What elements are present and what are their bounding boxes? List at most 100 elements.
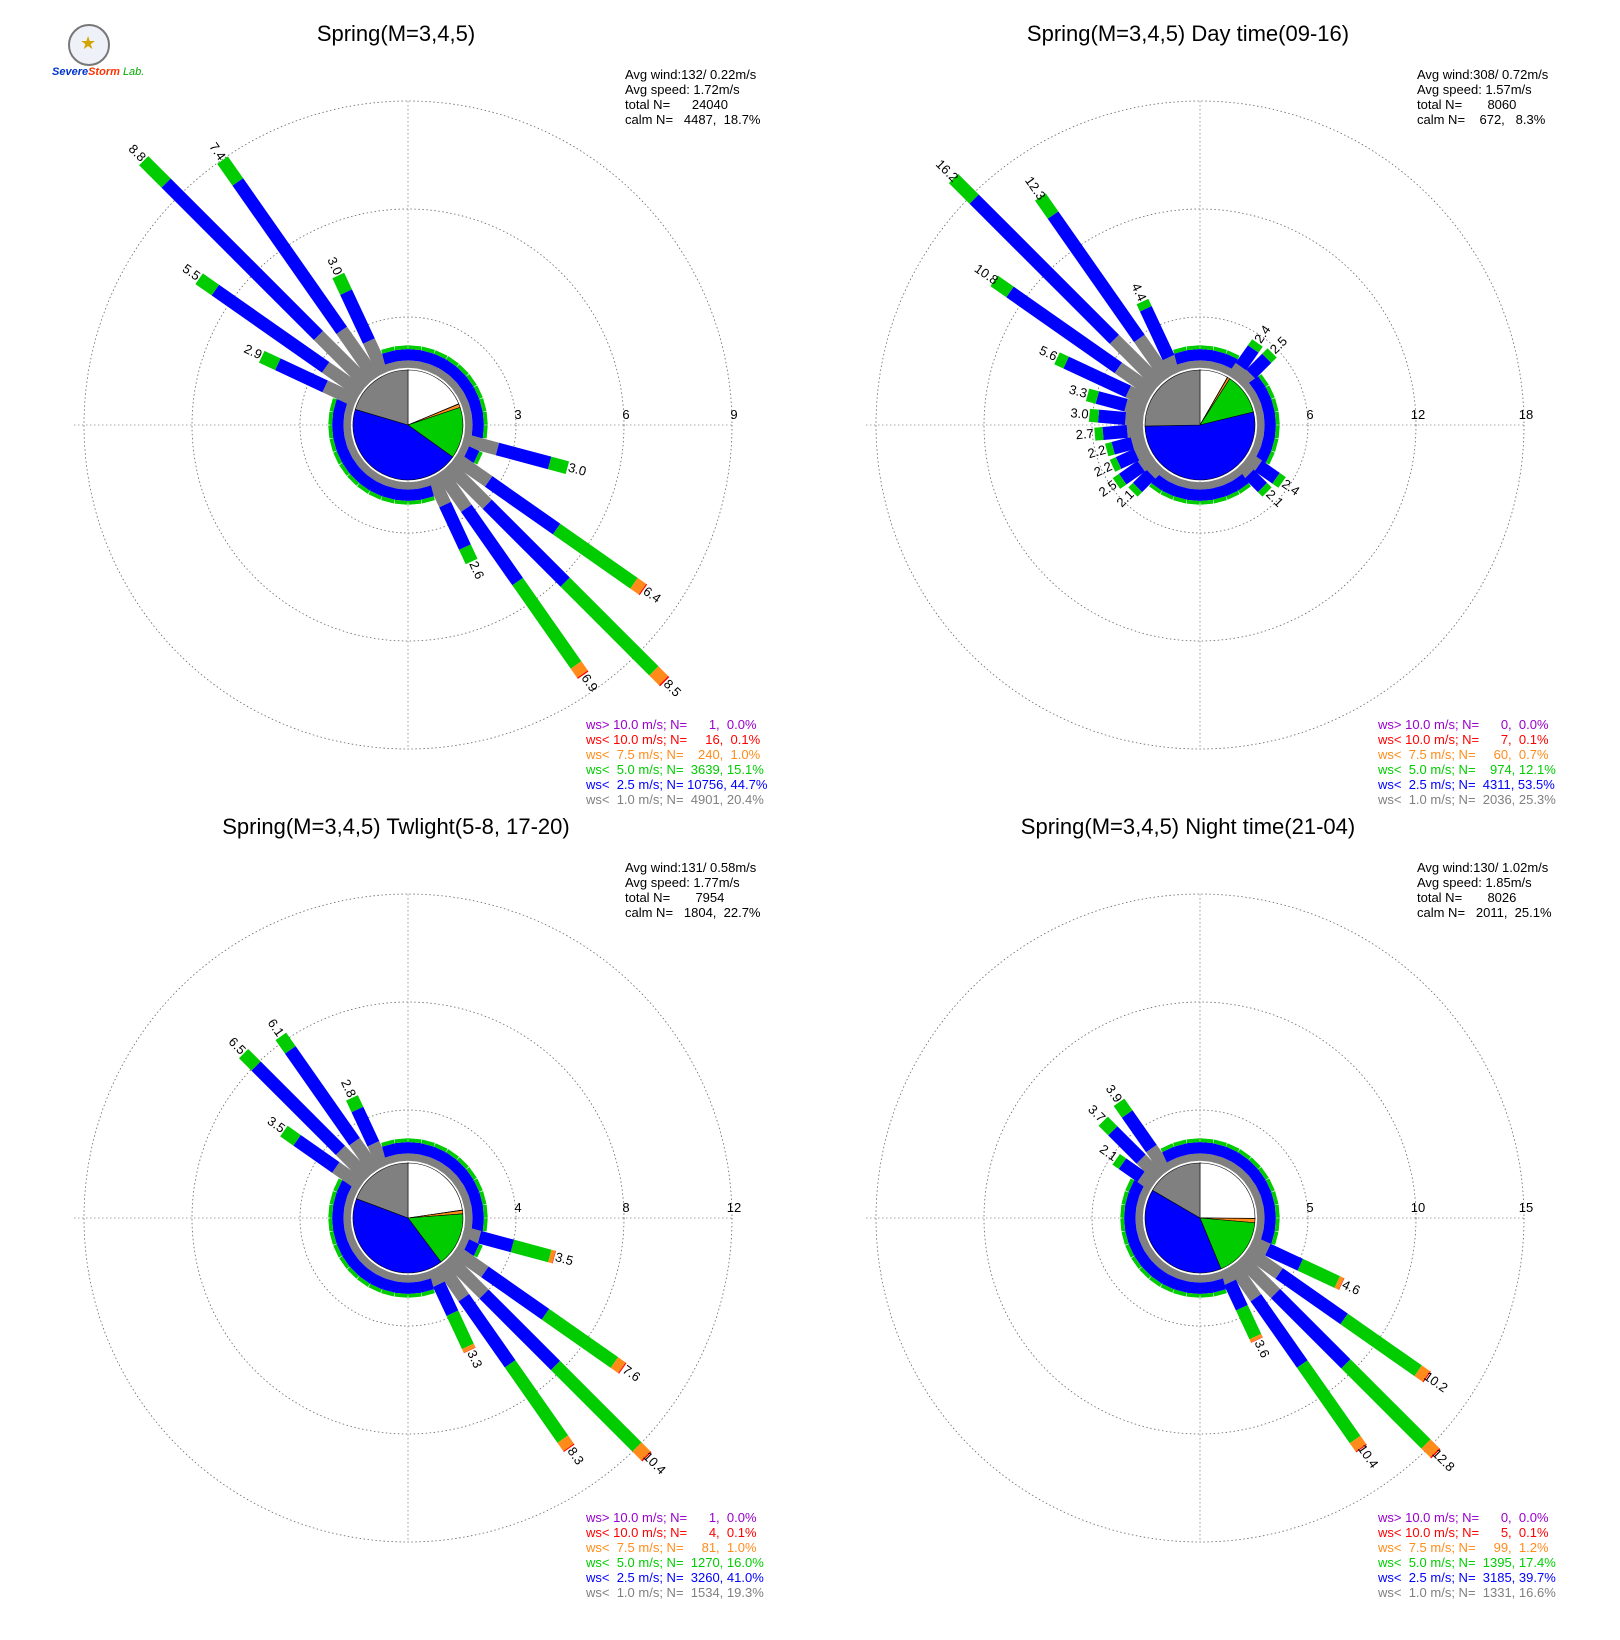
bar-285-lt5 <box>1085 388 1100 404</box>
bar-145-lt2_5 <box>461 504 523 586</box>
bar-255-lt2_5 <box>1125 1228 1140 1244</box>
chart-title: Spring(M=3,4,5) Twlight(5-8, 17-20) <box>222 814 569 839</box>
bar-205-lt5 <box>1160 490 1174 500</box>
bar-255-lt5 <box>1121 1231 1129 1245</box>
bar-85-lt2_5 <box>1263 411 1276 426</box>
bar-75-lt2_5 <box>1260 399 1275 415</box>
bar-value-label: 3.3 <box>1068 382 1089 401</box>
bar-125-lt2_5 <box>484 476 561 535</box>
stat-line: total N= 7954 <box>625 890 724 905</box>
bar-125-lt10 <box>618 1362 627 1374</box>
bar-205-lt2_5 <box>1162 1273 1179 1290</box>
bar-135-lt1 <box>1235 460 1254 479</box>
bar-185-lt2_5 <box>394 488 409 501</box>
bar-value-label: 4.4 <box>1129 281 1150 304</box>
bar-255-lt5 <box>329 438 337 452</box>
legend-entry: ws> 10.0 m/s; N= 0, 0.0% <box>1377 1510 1549 1525</box>
bar-345-lt1 <box>385 361 400 372</box>
bar-155-lt1 <box>426 473 452 508</box>
bar-value-label: 2.7 <box>1075 426 1094 443</box>
bar-255-lt1 <box>1130 433 1147 450</box>
bar-215-lt1 <box>1157 467 1173 482</box>
bar-25-lt1 <box>1218 1156 1234 1170</box>
legend: ws> 10.0 m/s; N= 1, 0.0%ws< 10.0 m/s; N=… <box>585 717 768 807</box>
bar-25-lt2_5 <box>429 1146 446 1163</box>
bar-35-lt2_5 <box>1235 345 1259 371</box>
bar-25-lt1 <box>426 363 442 377</box>
bar-85-lt1 <box>464 1205 473 1220</box>
bar-125-lt2_5 <box>481 1266 550 1320</box>
bar-295-lt2_5 <box>1128 1180 1145 1197</box>
bar-105-lt5 <box>1271 438 1279 452</box>
bar-215-lt2_5 <box>1151 474 1169 491</box>
bar-345-lt1 <box>1177 1154 1192 1165</box>
bar-135-lt5 <box>1257 482 1272 497</box>
pie-slice-lt2_5 <box>1144 411 1256 481</box>
bar-35-lt2_5 <box>439 359 457 376</box>
bar-205-lt1 <box>374 1266 390 1280</box>
bar-285-lt5 <box>329 1191 337 1205</box>
pie-slice-calm <box>407 369 460 426</box>
bar-205-lt5 <box>1160 1283 1174 1293</box>
bar-135-lt2_5 <box>1270 1288 1351 1369</box>
bar-105-lt1 <box>1253 1226 1264 1241</box>
bar-315-lt2_5 <box>161 178 324 341</box>
direction-bars: 4.610.212.810.43.62.13.73.9 <box>1085 1082 1458 1475</box>
bar-255-lt5 <box>329 1231 337 1245</box>
bar-35-lt1 <box>435 368 451 383</box>
bar-value-label: 2.9 <box>242 341 265 362</box>
bar-205-lt2_5 <box>1162 480 1179 497</box>
bar-95-lt1 <box>464 1216 473 1231</box>
ring-label: 18 <box>1519 407 1533 422</box>
stat-line: Avg speed: 1.77m/s <box>625 875 740 890</box>
bar-205-lt1 <box>1166 473 1182 487</box>
bar-285-lt1 <box>1136 1195 1147 1210</box>
bar-335-lt5 <box>332 272 352 295</box>
bar-265-lt2_5 <box>1124 1217 1137 1232</box>
bar-175-lt1 <box>406 481 421 490</box>
bar-225-lt5 <box>1139 1266 1152 1279</box>
bar-285-lt1 <box>344 402 355 417</box>
bar-325-lt1 <box>336 326 381 383</box>
bar-75-lt2_5 <box>468 1192 483 1208</box>
bar-265-lt1 <box>343 1216 352 1231</box>
bar-145-lt7_5 <box>570 661 588 678</box>
pie-slice-calm <box>407 1162 463 1219</box>
bar-235-lt2_5 <box>1134 1249 1151 1267</box>
bar-205-lt2_5 <box>370 1273 387 1290</box>
bar-115-lt5 <box>473 451 483 465</box>
bar-95-lt2_5 <box>471 424 484 439</box>
bar-65-lt1 <box>456 391 470 407</box>
bar-195-lt1 <box>1177 1271 1192 1282</box>
bar-65-lt2_5 <box>463 1180 480 1197</box>
bar-15-lt1 <box>1208 1154 1223 1165</box>
bar-135-lt10 <box>1430 1448 1441 1459</box>
bar-275-lt2_5 <box>332 1204 345 1219</box>
legend-entry: ws< 5.0 m/s; N= 3639, 15.1% <box>585 762 764 777</box>
ring-label: 9 <box>730 407 737 422</box>
inner-pie <box>1144 369 1256 481</box>
bar-165-lt2_5 <box>1210 1278 1226 1293</box>
bar-165-lt5 <box>1213 496 1227 504</box>
bar-175-lt1 <box>1198 1274 1213 1283</box>
bar-55-lt1 <box>1242 382 1257 398</box>
bar-345-lt2_5 <box>1174 1143 1190 1158</box>
bar-75-lt5 <box>1271 1191 1279 1205</box>
inner-pie <box>352 1162 464 1274</box>
bar-35-lt2_5 <box>1231 1152 1249 1169</box>
bar-245-lt1 <box>1133 443 1152 461</box>
bar-335-lt2_5 <box>340 289 375 344</box>
pie-slice-lt1 <box>356 1162 409 1219</box>
legend-entry: ws< 1.0 m/s; N= 1331, 16.6% <box>1377 1585 1556 1600</box>
legend-entry: ws< 10.0 m/s; N= 4, 0.1% <box>585 1525 757 1540</box>
bar-65-lt5 <box>1265 385 1275 399</box>
bar-235-lt1 <box>351 452 366 468</box>
bar-165-lt1 <box>1208 478 1223 489</box>
bar-value-label: 3.0 <box>324 255 345 278</box>
bar-225-lt5 <box>347 473 360 486</box>
bar-75-lt1 <box>1253 402 1264 417</box>
bar-55-lt5 <box>1258 1167 1269 1180</box>
grid-ring <box>83 100 733 750</box>
bar-355-lt1 <box>1187 360 1202 369</box>
bar-335-lt1 <box>367 1140 390 1170</box>
